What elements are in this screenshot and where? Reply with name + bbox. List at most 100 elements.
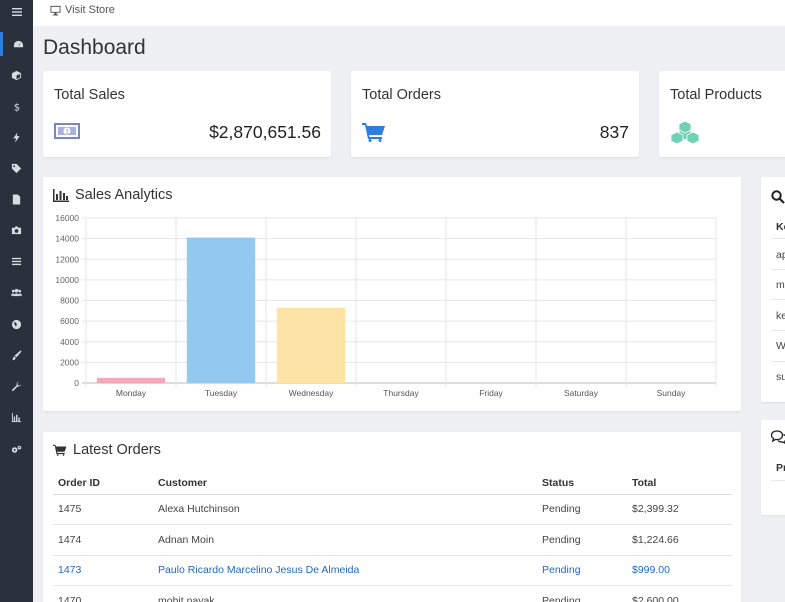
reviews-panel: Pr [761, 420, 785, 515]
order-id-cell: 1470 [53, 586, 153, 602]
table-header-row: Order ID Customer Status Total [53, 472, 732, 494]
topbar: Visit Store [33, 0, 785, 26]
y-tick-label: 0 [74, 378, 79, 388]
latest-orders-title: Latest Orders [73, 442, 161, 458]
total-orders-value: 837 [600, 122, 629, 143]
column-header-customer: Customer [153, 472, 537, 494]
globe-icon[interactable] [0, 312, 33, 336]
search-keywords-panel: Ke ap m ke W su [761, 177, 785, 402]
monitor-icon [50, 5, 61, 16]
divider [771, 480, 785, 481]
latest-orders-panel: Latest Orders Order ID Customer Status T… [43, 432, 741, 602]
bar-chart-icon[interactable] [0, 405, 33, 429]
divider [771, 299, 785, 300]
users-icon[interactable] [0, 280, 33, 304]
money-icon: 1 [54, 122, 80, 145]
status-cell: Pending [537, 586, 627, 602]
divider [771, 361, 785, 362]
bolt-icon[interactable] [0, 125, 33, 149]
page-title: Dashboard [43, 36, 146, 60]
y-tick-label: 14000 [55, 234, 79, 244]
table-row[interactable]: 1474 Adnan Moin Pending $1,224.66 [53, 525, 732, 556]
reviews-column-header: Pr [776, 462, 785, 474]
bar-wednesday [277, 308, 345, 383]
latest-orders-header: Latest Orders [53, 442, 161, 458]
customer-cell: mohit nayak [153, 586, 537, 602]
menu-icon[interactable] [0, 0, 33, 24]
list-icon[interactable] [0, 249, 33, 273]
bar-tuesday [187, 238, 255, 383]
customer-cell: Adnan Moin [153, 525, 537, 556]
visit-store-label: Visit Store [65, 4, 115, 16]
total-products-title: Total Products [670, 87, 762, 103]
x-tick-label: Tuesday [205, 388, 238, 398]
table-row[interactable]: 1473 Paulo Ricardo Marcelino Jesus De Al… [53, 555, 732, 586]
cubes-icon [670, 119, 700, 148]
visit-store-link[interactable]: Visit Store [50, 4, 115, 16]
sales-analytics-panel: Sales Analytics 16000 14000 12000 10000 8000… [43, 177, 741, 411]
total-cell: $2,399.32 [627, 494, 732, 525]
total-cell: $1,224.66 [627, 525, 732, 556]
orders-table: Order ID Customer Status Total 1475 Alex… [53, 472, 732, 602]
keyword-item: su [776, 371, 785, 383]
keyword-item: ke [776, 310, 785, 322]
x-tick-label: Thursday [383, 388, 419, 398]
total-orders-title: Total Orders [362, 87, 441, 103]
total-orders-card: Total Orders 837 [351, 71, 639, 157]
y-tick-label: 16000 [55, 213, 79, 223]
dashboard-icon[interactable] [0, 32, 33, 56]
keyword-item: ap [776, 249, 785, 261]
total-cell: $2,600.00 [627, 586, 732, 602]
dollar-icon[interactable]: $ [0, 94, 33, 118]
tags-icon[interactable] [0, 156, 33, 180]
file-icon[interactable] [0, 187, 33, 211]
status-cell[interactable]: Pending [537, 555, 627, 586]
brush-icon[interactable] [0, 343, 33, 367]
y-tick-label: 2000 [60, 357, 79, 367]
y-tick-label: 6000 [60, 316, 79, 326]
customer-cell[interactable]: Paulo Ricardo Marcelino Jesus De Almeida [153, 555, 537, 586]
table-row[interactable]: 1470 mohit nayak Pending $2,600.00 [53, 586, 732, 602]
bar-monday [97, 378, 165, 383]
y-tick-label: 10000 [55, 275, 79, 285]
customer-cell: Alexa Hutchinson [153, 494, 537, 525]
status-cell: Pending [537, 525, 627, 556]
total-sales-title: Total Sales [54, 87, 125, 103]
sidebar: $ [0, 0, 33, 602]
svg-text:1: 1 [65, 129, 69, 136]
total-sales-card: Total Sales 1 $2,870,651.56 [43, 71, 331, 157]
y-tick-label: 8000 [60, 296, 79, 306]
comments-icon [771, 430, 785, 444]
table-row[interactable]: 1475 Alexa Hutchinson Pending $2,399.32 [53, 494, 732, 525]
column-header-order-id: Order ID [53, 472, 153, 494]
order-id-cell: 1475 [53, 494, 153, 525]
cube-icon[interactable] [0, 63, 33, 87]
keyword-item: m [776, 279, 785, 291]
sales-chart: 16000 14000 12000 10000 8000 6000 4000 2000 0 Mon… [43, 177, 741, 411]
x-tick-label: Saturday [564, 388, 599, 398]
total-cell[interactable]: $999.00 [627, 555, 732, 586]
column-header-status: Status [537, 472, 627, 494]
y-tick-label: 12000 [55, 254, 79, 264]
y-tick-label: 4000 [60, 337, 79, 347]
total-products-card: Total Products [659, 71, 785, 157]
search-icon [771, 190, 785, 204]
total-sales-value: $2,870,651.56 [209, 122, 321, 143]
keywords-column-header: Ke [776, 221, 785, 233]
svg-text:$: $ [14, 102, 20, 111]
camera-icon[interactable] [0, 218, 33, 242]
x-tick-label: Wednesday [289, 388, 334, 398]
divider [771, 269, 785, 270]
divider [771, 330, 785, 331]
x-tick-label: Sunday [657, 388, 687, 398]
order-id-cell: 1474 [53, 525, 153, 556]
x-tick-label: Monday [116, 388, 147, 398]
x-tick-label: Friday [479, 388, 503, 398]
divider [771, 238, 785, 239]
column-header-total: Total [627, 472, 732, 494]
order-id-cell[interactable]: 1473 [53, 555, 153, 586]
gears-icon[interactable] [0, 437, 33, 461]
status-cell: Pending [537, 494, 627, 525]
cart-icon [53, 444, 67, 456]
wrench-icon[interactable] [0, 374, 33, 398]
